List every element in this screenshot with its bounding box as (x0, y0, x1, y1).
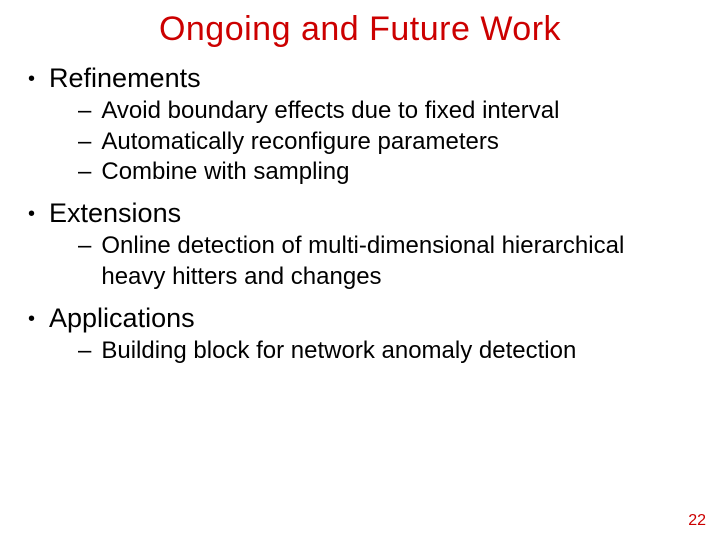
section-extensions: • Extensions – Online detection of multi… (28, 198, 692, 292)
section-heading: Extensions (49, 198, 181, 229)
bullet-dot-icon: • (28, 69, 35, 89)
bullet-dash-icon: – (78, 127, 91, 158)
slide: Ongoing and Future Work • Refinements – … (0, 0, 720, 540)
bullet-level2: – Combine with sampling (78, 157, 692, 188)
bullet-level2: – Automatically reconfigure parameters (78, 127, 692, 158)
bullet-level2: – Online detection of multi-dimensional … (78, 231, 692, 292)
bullet-dot-icon: • (28, 204, 35, 224)
sub-list: – Building block for network anomaly det… (28, 336, 692, 367)
page-number: 22 (688, 512, 706, 530)
bullet-dash-icon: – (78, 231, 91, 262)
section-heading: Applications (49, 303, 195, 334)
sub-item-text: Building block for network anomaly detec… (101, 336, 692, 367)
bullet-dash-icon: – (78, 96, 91, 127)
bullet-dash-icon: – (78, 157, 91, 188)
sub-item-text: Combine with sampling (101, 157, 692, 188)
slide-title: Ongoing and Future Work (28, 10, 692, 49)
section-refinements: • Refinements – Avoid boundary effects d… (28, 63, 692, 188)
section-heading: Refinements (49, 63, 201, 94)
sub-list: – Online detection of multi-dimensional … (28, 231, 692, 292)
bullet-level2: – Building block for network anomaly det… (78, 336, 692, 367)
bullet-dash-icon: – (78, 336, 91, 367)
bullet-level2: – Avoid boundary effects due to fixed in… (78, 96, 692, 127)
bullet-level1: • Applications (28, 303, 692, 334)
bullet-level1: • Extensions (28, 198, 692, 229)
section-applications: • Applications – Building block for netw… (28, 303, 692, 367)
sub-list: – Avoid boundary effects due to fixed in… (28, 96, 692, 188)
bullet-dot-icon: • (28, 309, 35, 329)
sub-item-text: Online detection of multi-dimensional hi… (101, 231, 692, 292)
sub-item-text: Automatically reconfigure parameters (101, 127, 692, 158)
bullet-level1: • Refinements (28, 63, 692, 94)
sub-item-text: Avoid boundary effects due to fixed inte… (101, 96, 692, 127)
